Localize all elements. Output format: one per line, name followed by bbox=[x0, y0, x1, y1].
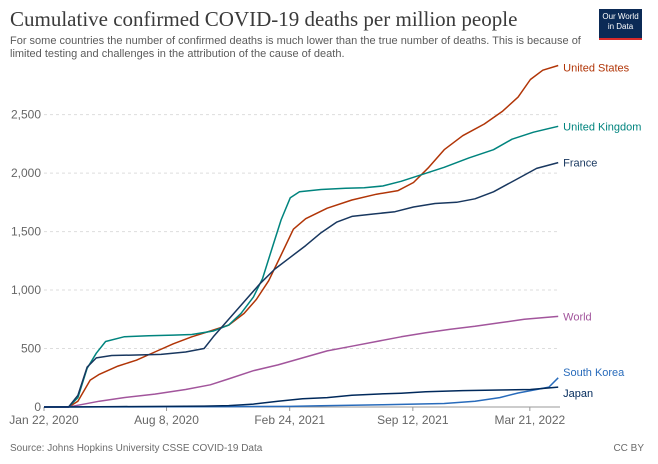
series-label-south-korea[interactable]: South Korea bbox=[563, 367, 625, 379]
y-tick-label: 0 bbox=[34, 400, 41, 414]
y-tick-label: 1,500 bbox=[11, 225, 41, 239]
y-tick-label: 2,500 bbox=[11, 108, 41, 122]
series-line-united-states[interactable] bbox=[44, 64, 559, 408]
series-line-world[interactable] bbox=[44, 315, 559, 408]
series-labels: United States United Kingdom France World So… bbox=[563, 63, 641, 401]
gridlines bbox=[44, 114, 560, 350]
license-label[interactable]: CC BY bbox=[613, 443, 644, 454]
x-tick-label: Mar 21, 2022 bbox=[494, 413, 565, 427]
logo-line-1: Our World bbox=[602, 12, 639, 21]
chart-subtitle: For some countries the number of confirm… bbox=[10, 35, 581, 60]
series-label-united-kingdom[interactable]: United Kingdom bbox=[563, 121, 641, 133]
series-line-united-kingdom[interactable] bbox=[44, 125, 559, 408]
logo-accent-bar bbox=[599, 38, 642, 40]
y-tick-label: 500 bbox=[21, 342, 41, 356]
y-tick-label: 2,000 bbox=[11, 166, 41, 180]
owid-logo[interactable]: Our World in Data bbox=[599, 9, 642, 40]
series-label-world[interactable]: World bbox=[563, 311, 592, 323]
source-note[interactable]: Source: Johns Hopkins University CSSE CO… bbox=[10, 443, 263, 454]
series-label-japan[interactable]: Japan bbox=[563, 388, 593, 400]
series-line-japan[interactable] bbox=[43, 386, 559, 408]
x-tick-label: Jan 22, 2020 bbox=[9, 413, 79, 427]
series-label-united-states[interactable]: United States bbox=[563, 63, 630, 75]
series-label-france[interactable]: France bbox=[563, 158, 597, 170]
series-line-france[interactable] bbox=[44, 161, 559, 408]
x-axis: Jan 22, 2020 Aug 8, 2020 Feb 24, 2021 Sep 1… bbox=[9, 406, 566, 427]
x-tick-label: Feb 24, 2021 bbox=[254, 413, 325, 427]
y-tick-label: 1,000 bbox=[11, 283, 41, 297]
series-lines bbox=[43, 64, 559, 408]
x-tick-label: Sep 12, 2021 bbox=[377, 413, 449, 427]
series-line-south-korea[interactable] bbox=[43, 377, 559, 408]
chart-title: Cumulative confirmed COVID-19 deaths per… bbox=[10, 7, 518, 31]
y-axis-ticks: 0 500 1,000 1,500 2,000 2,500 bbox=[11, 108, 41, 414]
logo-line-2: in Data bbox=[607, 22, 634, 31]
x-tick-label: Aug 8, 2020 bbox=[134, 413, 199, 427]
